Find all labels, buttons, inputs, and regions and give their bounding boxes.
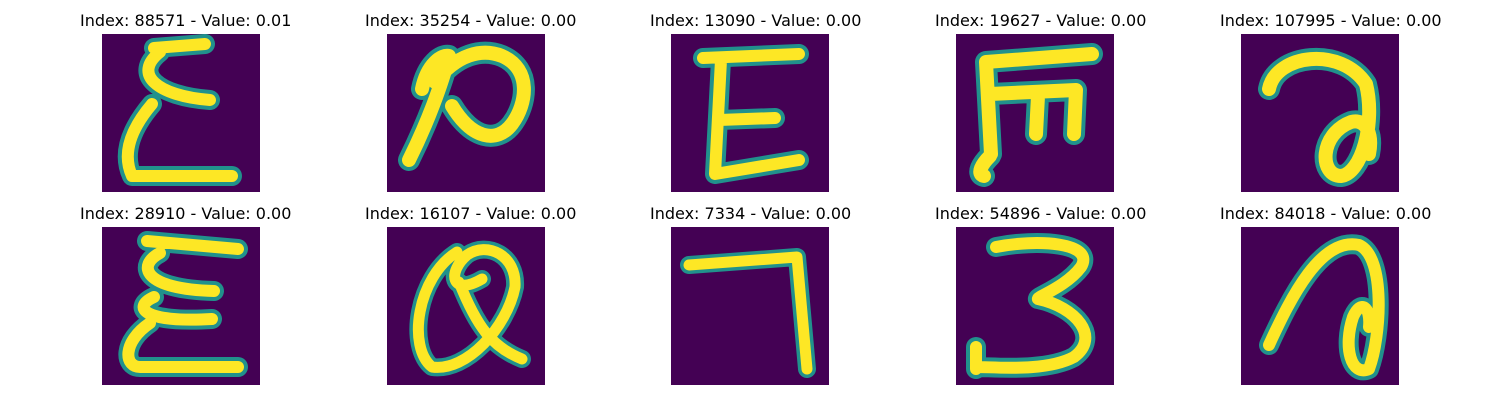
glyph-image-4: [956, 34, 1114, 192]
panel-title-2: Index: 35254 - Value: 0.00: [365, 11, 577, 30]
glyph-image-10: [1241, 227, 1399, 385]
glyph-image-6: [102, 227, 260, 385]
panel-title-3: Index: 13090 - Value: 0.00: [650, 11, 862, 30]
panel-title-4: Index: 19627 - Value: 0.00: [935, 11, 1147, 30]
panel-title-9: Index: 54896 - Value: 0.00: [935, 204, 1147, 223]
glyph-image-8: [671, 227, 829, 385]
panel-title-5: Index: 107995 - Value: 0.00: [1220, 11, 1442, 30]
panel-title-8: Index: 7334 - Value: 0.00: [650, 204, 852, 223]
glyph-image-7: [387, 227, 545, 385]
panel-title-6: Index: 28910 - Value: 0.00: [80, 204, 292, 223]
glyph-image-5: [1241, 34, 1399, 192]
glyph-image-9: [956, 227, 1114, 385]
glyph-image-1: [102, 34, 260, 192]
glyph-image-3: [671, 34, 829, 192]
glyph-image-2: [387, 34, 545, 192]
panel-title-10: Index: 84018 - Value: 0.00: [1220, 204, 1432, 223]
panel-title-7: Index: 16107 - Value: 0.00: [365, 204, 577, 223]
panel-title-1: Index: 88571 - Value: 0.01: [80, 11, 292, 30]
